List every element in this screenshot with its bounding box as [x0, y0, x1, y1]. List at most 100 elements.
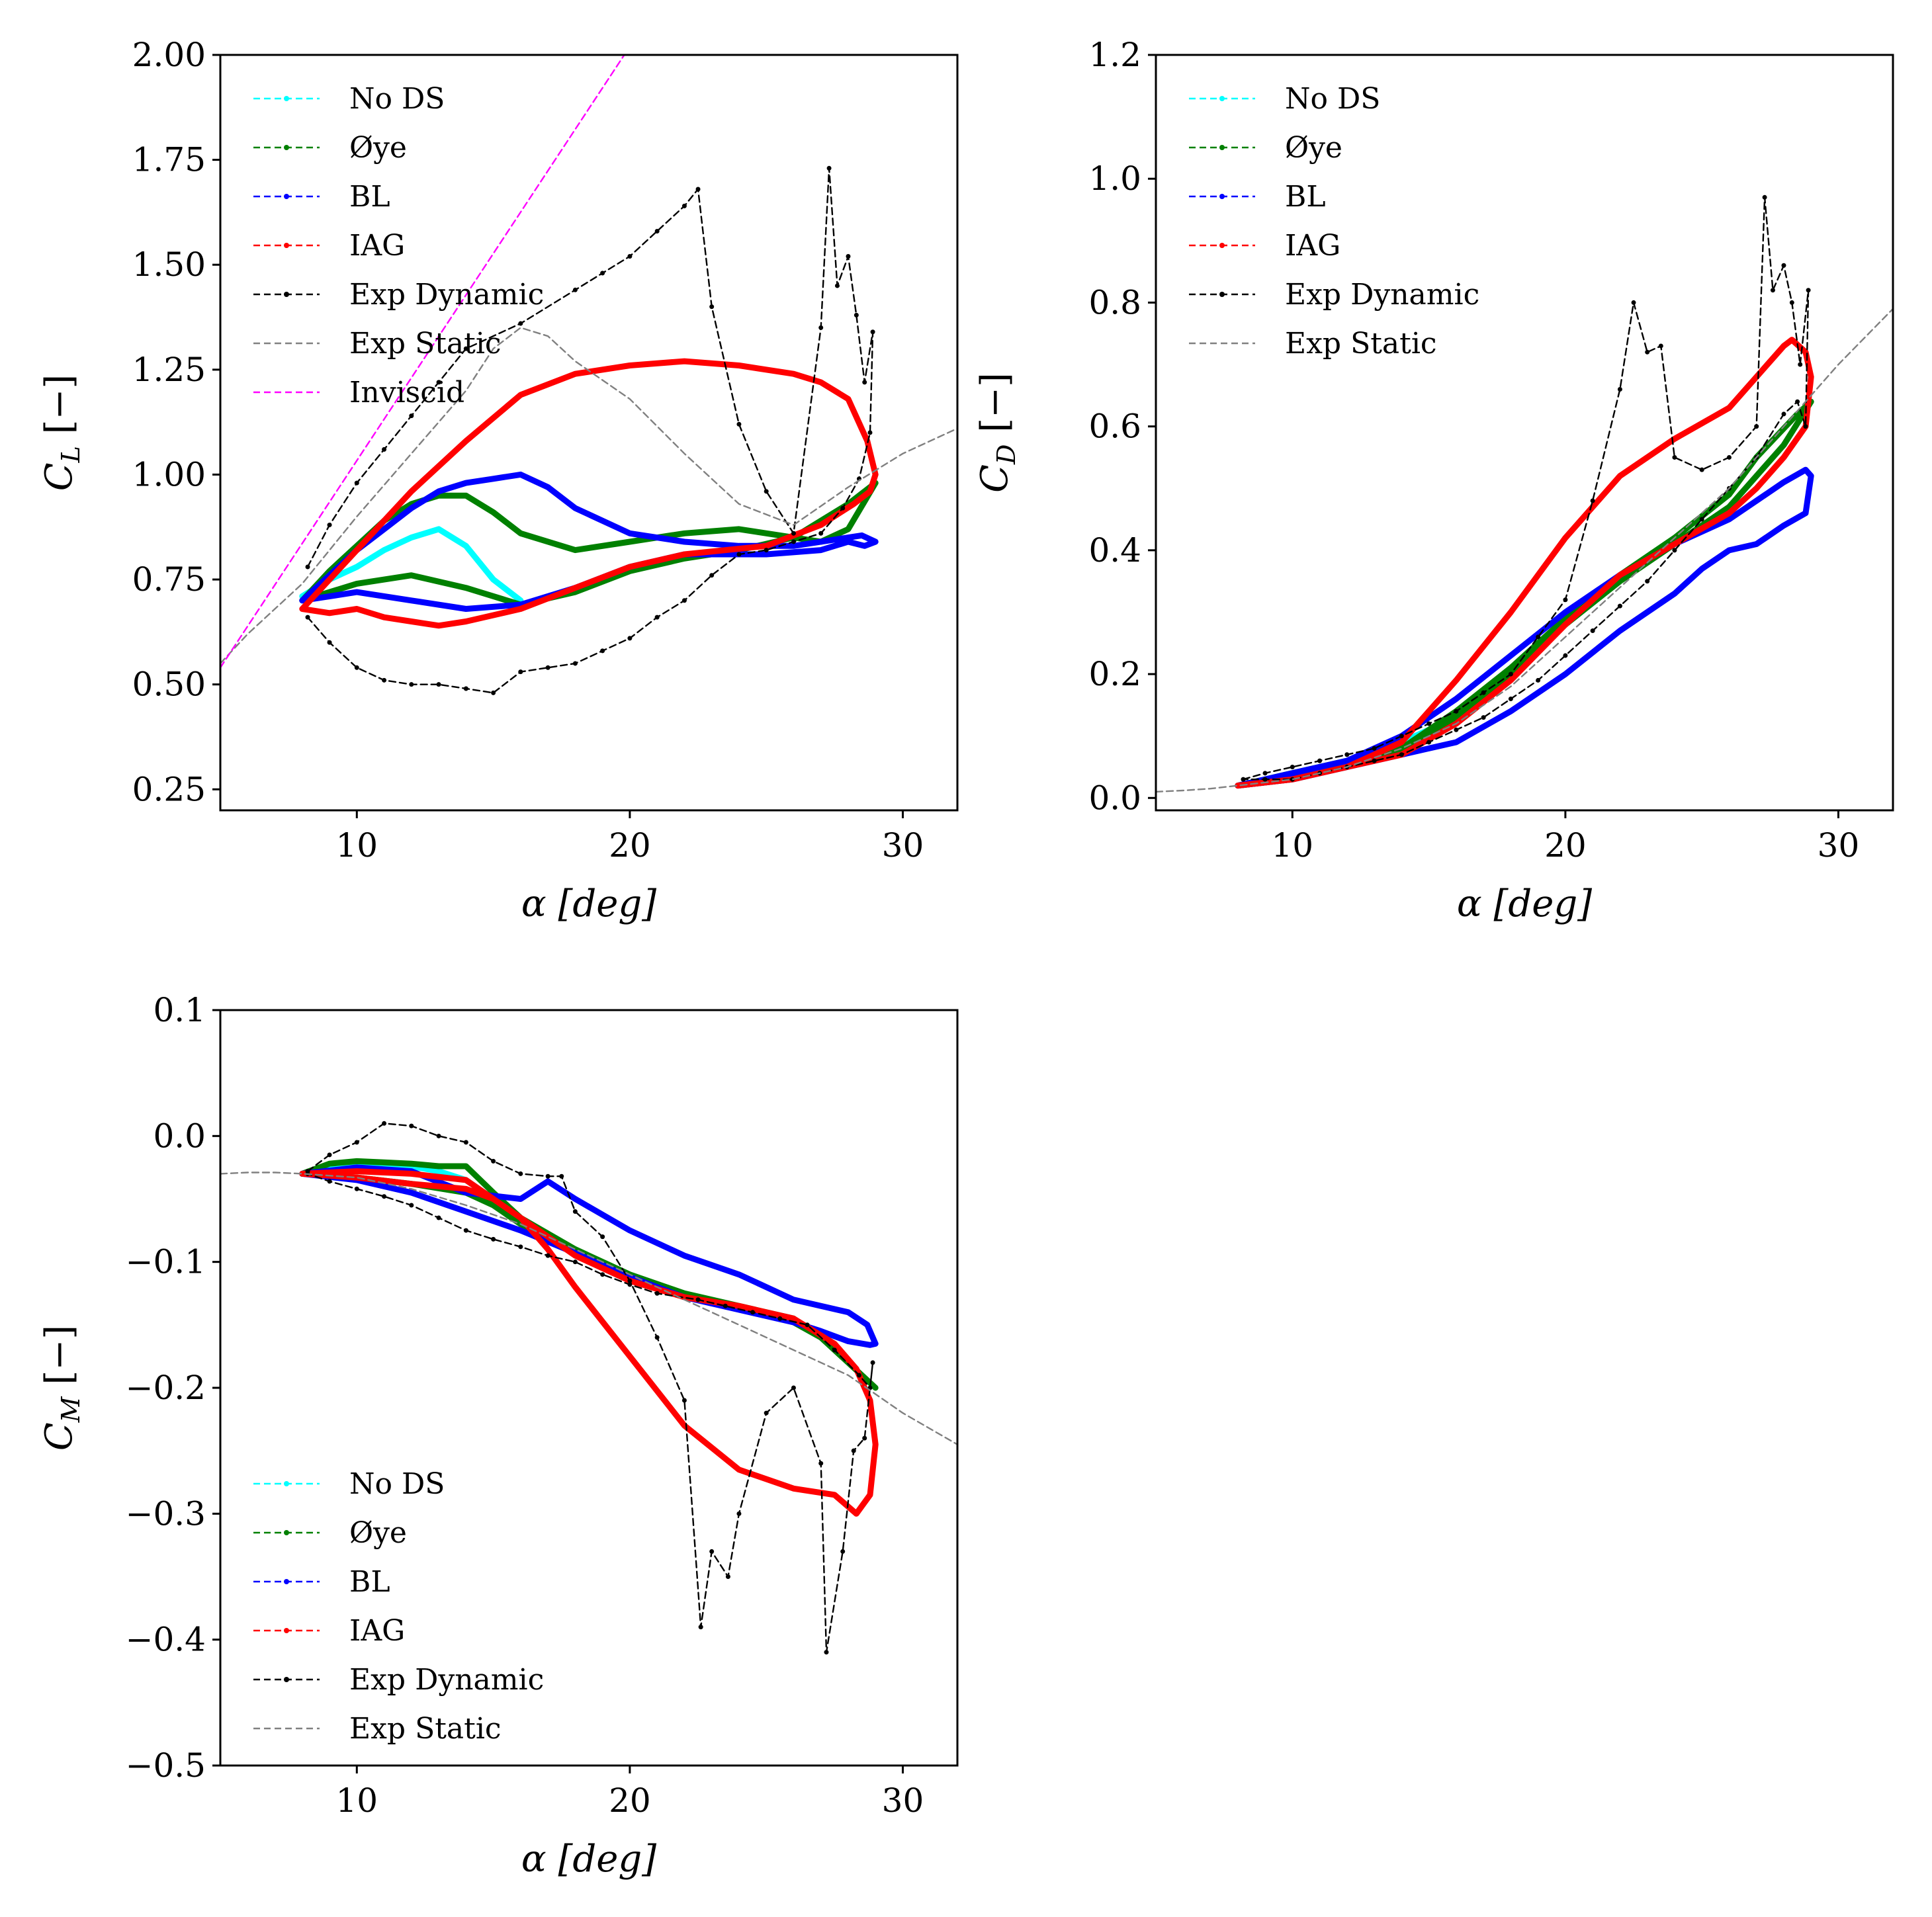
- marker-cl-exp-dynamic: [382, 677, 387, 683]
- marker-cm-exp-dynamic: [327, 1179, 332, 1184]
- marker-cm-exp-dynamic: [627, 1278, 633, 1283]
- chart-cd: 10 20 30 0.0 0.2 0.4 0.6 0.8 1.0 1.2 α [deg] CD [−]…: [973, 36, 1894, 925]
- marker-cd-exp-dynamic: [1344, 752, 1350, 757]
- marker-cd-exp-dynamic: [1789, 300, 1794, 305]
- legend-label-exp-static: Exp Static: [349, 1712, 502, 1746]
- marker-cm-exp-dynamic: [818, 1461, 824, 1466]
- y-tick-label-cl: 0.50: [132, 665, 206, 704]
- marker-cd-exp-dynamic: [1372, 758, 1377, 763]
- x-tick-label-cd: 20: [1544, 826, 1587, 865]
- y-tick-label-cm: −0.4: [126, 1621, 206, 1659]
- marker-cd-exp-dynamic: [1762, 194, 1767, 200]
- marker-cl-exp-dynamic: [491, 690, 496, 695]
- marker-cl-exp-dynamic: [709, 573, 715, 578]
- legend-marker: [1219, 96, 1225, 101]
- legend-label-exp-dynamic: Exp Dynamic: [349, 1663, 544, 1697]
- marker-cm-exp-dynamic: [545, 1253, 550, 1258]
- y-axis-label-cl: CL [−]: [38, 374, 85, 491]
- marker-cd-exp-dynamic: [1454, 708, 1459, 714]
- y-tick-label-cm: −0.5: [126, 1746, 206, 1785]
- marker-cm-exp-dynamic: [681, 1398, 687, 1403]
- marker-cl-exp-dynamic: [305, 615, 310, 620]
- marker-cm-exp-dynamic: [695, 1297, 701, 1302]
- marker-cd-exp-dynamic: [1781, 263, 1786, 268]
- marker-cm-exp-dynamic: [463, 1140, 468, 1145]
- marker-cd-exp-dynamic: [1803, 424, 1808, 429]
- marker-cd-exp-dynamic: [1645, 349, 1650, 355]
- legend-marker: [284, 1628, 289, 1633]
- series-cm-exp-dynamic: [306, 1123, 874, 1653]
- legend-marker: [284, 96, 289, 101]
- marker-cd-exp-dynamic: [1427, 721, 1432, 726]
- marker-cm-exp-dynamic: [518, 1171, 523, 1176]
- legend-marker: [1219, 194, 1225, 199]
- marker-cd-exp-dynamic: [1617, 386, 1622, 392]
- legend-label-bl: BL: [1285, 180, 1326, 214]
- marker-cd-exp-dynamic: [1658, 343, 1663, 349]
- marker-cl-exp-dynamic: [764, 548, 769, 553]
- y-tick-label-cl: 1.75: [132, 141, 206, 179]
- marker-cd-exp-dynamic: [1726, 454, 1732, 460]
- marker-cl-exp-dynamic: [681, 598, 687, 603]
- marker-cl-exp-dynamic: [791, 539, 796, 544]
- marker-cl-exp-dynamic: [463, 346, 468, 351]
- marker-cl-exp-dynamic: [854, 312, 859, 318]
- marker-cd-exp-dynamic: [1262, 777, 1268, 782]
- marker-cm-exp-dynamic: [409, 1123, 414, 1129]
- marker-cd-exp-dynamic: [1795, 399, 1800, 404]
- legend-label-no-ds: No DS: [1285, 82, 1380, 116]
- marker-cl-exp-dynamic: [654, 615, 660, 620]
- chart-cl: 10 20 30 0.25 0.50 0.75 1.00 1.25 1.50 1.75 2.00 α …: [38, 36, 959, 925]
- y-tick-label-cd: 0.8: [1088, 283, 1141, 321]
- legend-label-iag: IAG: [349, 1614, 405, 1648]
- marker-cm-exp-dynamic: [851, 1448, 856, 1453]
- marker-cm-exp-dynamic: [764, 1410, 769, 1416]
- legend-label-iag: IAG: [349, 229, 405, 263]
- marker-cm-exp-dynamic: [805, 1322, 810, 1328]
- legend-marker: [284, 194, 289, 199]
- marker-cl-exp-dynamic: [627, 636, 633, 641]
- marker-cl-exp-dynamic: [572, 287, 578, 292]
- marker-cd-exp-dynamic: [1645, 579, 1650, 584]
- marker-cl-exp-dynamic: [681, 203, 687, 208]
- legend-label-iag: IAG: [1285, 229, 1340, 263]
- marker-cd-exp-dynamic: [1454, 727, 1459, 732]
- marker-cm-exp-dynamic: [463, 1228, 468, 1233]
- marker-cd-exp-dynamic: [1372, 746, 1377, 751]
- marker-cd-exp-dynamic: [1754, 424, 1759, 429]
- x-tick-label-cm: 20: [609, 1781, 651, 1820]
- marker-cm-exp-dynamic: [491, 1236, 496, 1242]
- legend-label--ye: Øye: [349, 131, 407, 165]
- marker-cm-exp-dynamic: [832, 1347, 837, 1353]
- legend-marker: [284, 1481, 289, 1486]
- x-axis-label-cm: α [deg]: [521, 1838, 656, 1881]
- marker-cl-exp-dynamic: [382, 447, 387, 452]
- marker-cl-exp-dynamic: [409, 413, 414, 419]
- marker-cl-exp-dynamic: [305, 564, 310, 570]
- marker-cl-exp-dynamic: [867, 430, 873, 435]
- marker-cl-exp-dynamic: [436, 380, 441, 385]
- legend-label-bl: BL: [349, 180, 390, 214]
- y-axis-label-cd: CD [−]: [973, 372, 1021, 493]
- legend-label-inviscid: Inviscid: [349, 376, 464, 409]
- legend-label-exp-static: Exp Static: [349, 327, 502, 361]
- marker-cd-exp-dynamic: [1699, 467, 1704, 472]
- marker-cm-exp-dynamic: [698, 1625, 703, 1630]
- marker-cm-exp-dynamic: [559, 1173, 564, 1179]
- legend-label-exp-dynamic: Exp Dynamic: [349, 278, 544, 312]
- marker-cm-exp-dynamic: [600, 1234, 605, 1240]
- marker-cm-exp-dynamic: [545, 1173, 550, 1179]
- marker-cl-exp-dynamic: [327, 640, 332, 645]
- legend-label-bl: BL: [349, 1565, 390, 1599]
- marker-cl-exp-dynamic: [834, 283, 840, 288]
- legend-marker: [284, 1677, 289, 1682]
- marker-cd-exp-dynamic: [1536, 677, 1541, 683]
- legend-label-no-ds: No DS: [349, 82, 445, 116]
- y-axis-label-cm: CM [−]: [38, 1325, 85, 1451]
- series-cm-iag: [299, 1168, 879, 1517]
- marker-cm-exp-dynamic: [572, 1259, 578, 1265]
- marker-cd-exp-dynamic: [1290, 764, 1295, 769]
- marker-cd-exp-dynamic: [1617, 603, 1622, 609]
- marker-cm-exp-dynamic: [491, 1158, 496, 1164]
- marker-cl-exp-dynamic: [791, 531, 796, 536]
